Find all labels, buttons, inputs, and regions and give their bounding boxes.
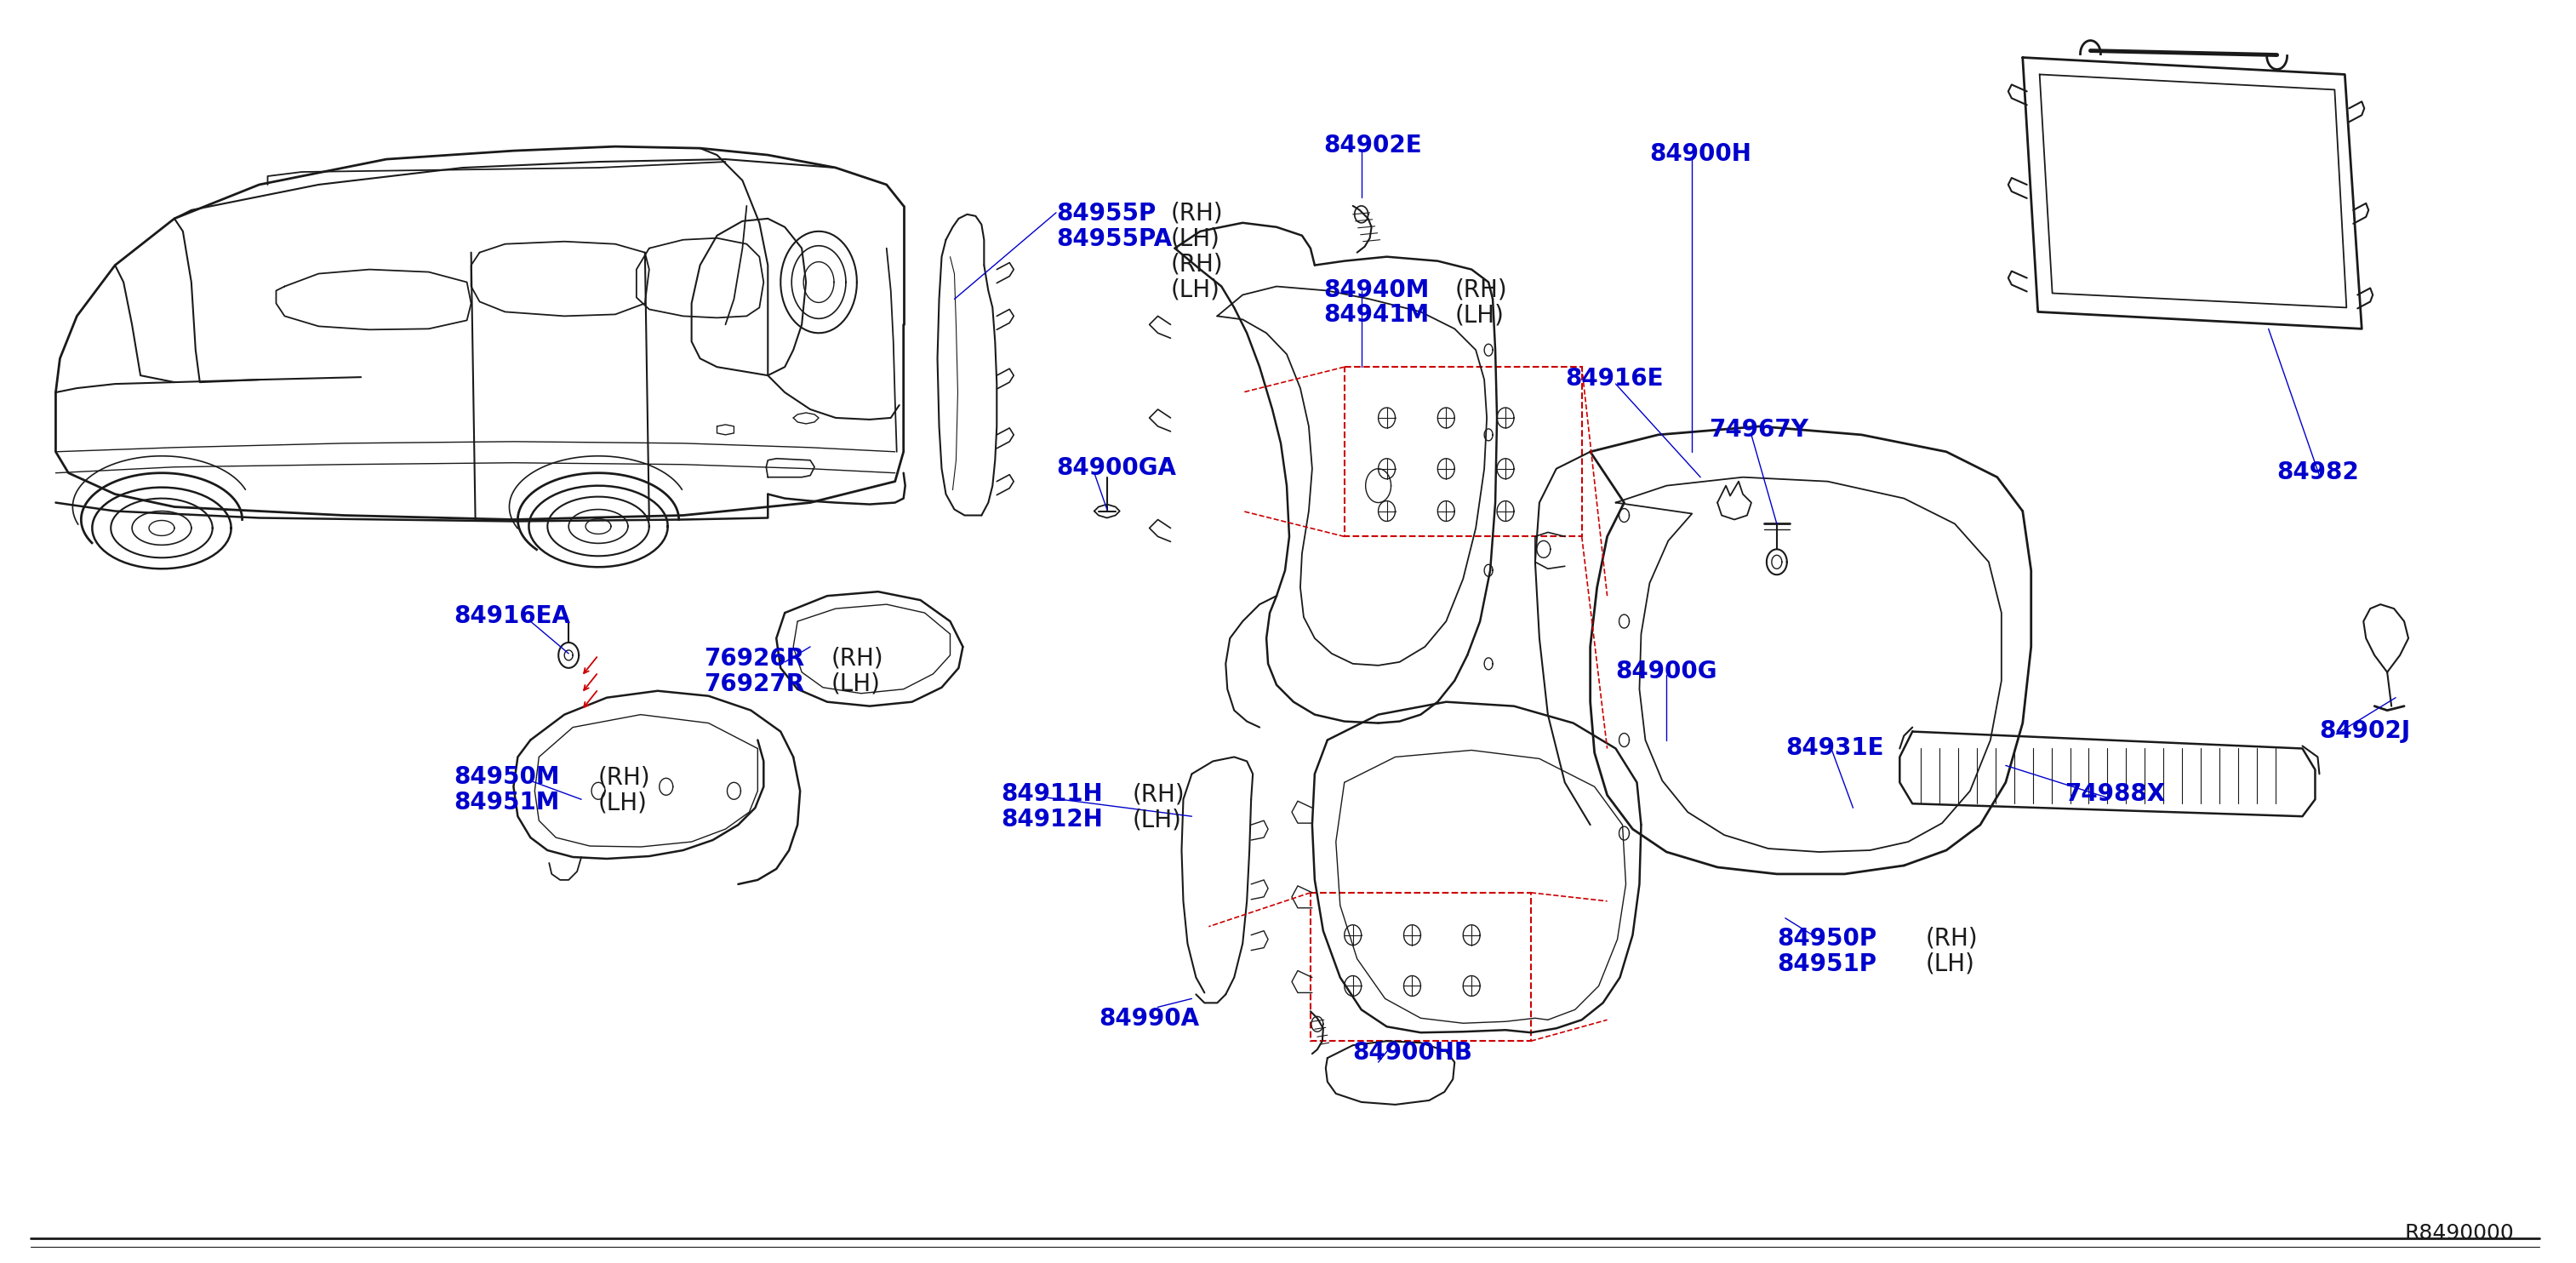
Text: (RH): (RH) <box>598 765 652 789</box>
Text: (LH): (LH) <box>1455 303 1504 327</box>
Text: (LH): (LH) <box>598 791 647 815</box>
Text: (LH): (LH) <box>1170 278 1221 302</box>
Text: 84955P: 84955P <box>1056 202 1157 226</box>
Text: 76926R: 76926R <box>703 647 804 671</box>
Text: 84940M: 84940M <box>1324 278 1430 302</box>
Text: 84900HB: 84900HB <box>1352 1041 1473 1065</box>
Text: 84916EA: 84916EA <box>453 605 572 628</box>
Text: 84902E: 84902E <box>1324 134 1422 158</box>
Text: 84955PA: 84955PA <box>1056 227 1172 251</box>
Text: R8490000: R8490000 <box>2403 1224 2514 1244</box>
Text: (LH): (LH) <box>832 672 881 696</box>
Text: (RH): (RH) <box>832 647 884 671</box>
Text: (RH): (RH) <box>1170 202 1224 226</box>
Text: 84990A: 84990A <box>1097 1007 1198 1031</box>
Text: (RH): (RH) <box>1133 782 1185 806</box>
Bar <box>1345 368 1582 537</box>
Text: 84900G: 84900G <box>1615 659 1718 683</box>
Text: 84950M: 84950M <box>453 765 559 789</box>
Text: (LH): (LH) <box>1924 952 1973 976</box>
Text: 84900H: 84900H <box>1649 143 1752 167</box>
Text: 84916E: 84916E <box>1564 368 1664 390</box>
Text: 74988X: 74988X <box>2066 782 2166 806</box>
Text: 84951M: 84951M <box>453 791 559 815</box>
Text: 84941M: 84941M <box>1324 303 1430 327</box>
Bar <box>1311 893 1530 1041</box>
Text: 84931E: 84931E <box>1785 736 1883 759</box>
Text: (LH): (LH) <box>1133 808 1182 832</box>
Text: (RH): (RH) <box>1924 927 1978 950</box>
Text: 74967Y: 74967Y <box>1708 418 1808 442</box>
Text: 84912H: 84912H <box>1002 808 1103 832</box>
Text: 84950P: 84950P <box>1777 927 1875 950</box>
Text: 84911H: 84911H <box>1002 782 1103 806</box>
Text: (LH): (LH) <box>1170 227 1221 251</box>
Text: 84900GA: 84900GA <box>1056 456 1177 480</box>
Text: 84982: 84982 <box>2277 460 2360 484</box>
Text: (RH): (RH) <box>1170 253 1224 277</box>
Text: 84902J: 84902J <box>2318 719 2411 743</box>
Text: 84951P: 84951P <box>1777 952 1875 976</box>
Text: 76927R: 76927R <box>703 672 804 696</box>
Text: (RH): (RH) <box>1455 278 1507 302</box>
